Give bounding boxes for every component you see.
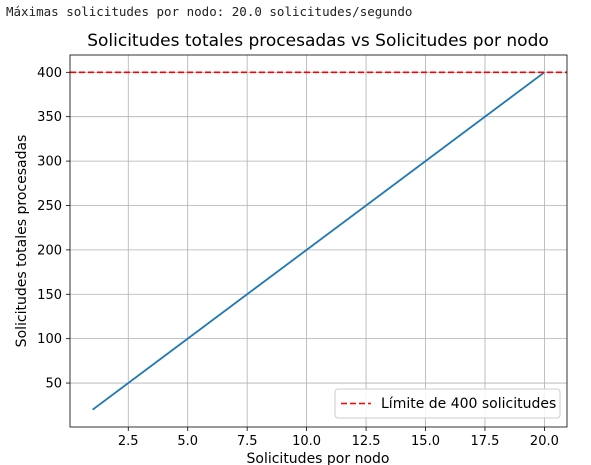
y-tick-label: 100 (37, 332, 62, 347)
y-tick-label: 50 (45, 377, 62, 392)
x-tick-label: 10.0 (292, 434, 321, 449)
axis-ticks: 2.5 5.0 7.5 10.0 12.5 15.0 17.5 20.0 50 100 150 200… (37, 66, 559, 449)
y-tick-label: 200 (37, 243, 62, 258)
legend-box (334, 388, 561, 419)
x-tick-label: 2.5 (118, 434, 139, 449)
y-tick-label: 150 (37, 288, 62, 303)
legend-entry-reference: Límite de 400 solicitudes (381, 396, 556, 412)
y-axis-label: Solicitudes totales procesadas (14, 135, 30, 348)
y-tick-label: 400 (37, 66, 62, 81)
x-tick-label: 7.5 (237, 434, 258, 449)
series-line (92, 71, 545, 411)
x-tick-label: 5.0 (177, 434, 198, 449)
x-axis-label: Solicitudes por nodo (247, 451, 390, 465)
x-tick-label: 12.5 (352, 434, 381, 449)
legend: Límite de 400 solicitudes (334, 388, 561, 419)
plot-frame (69, 54, 568, 428)
output-text: Máximas solicitudes por nodo: 20.0 solic… (6, 4, 413, 19)
y-tick-label: 300 (37, 155, 62, 170)
data-series (70, 71, 567, 411)
y-tick-label: 350 (37, 110, 62, 125)
x-tick-label: 20.0 (530, 434, 559, 449)
y-tick-label: 250 (37, 199, 62, 214)
x-tick-label: 15.0 (411, 434, 440, 449)
x-tick-label: 17.5 (470, 434, 499, 449)
chart-title: Solicitudes totales procesadas vs Solici… (87, 31, 549, 51)
